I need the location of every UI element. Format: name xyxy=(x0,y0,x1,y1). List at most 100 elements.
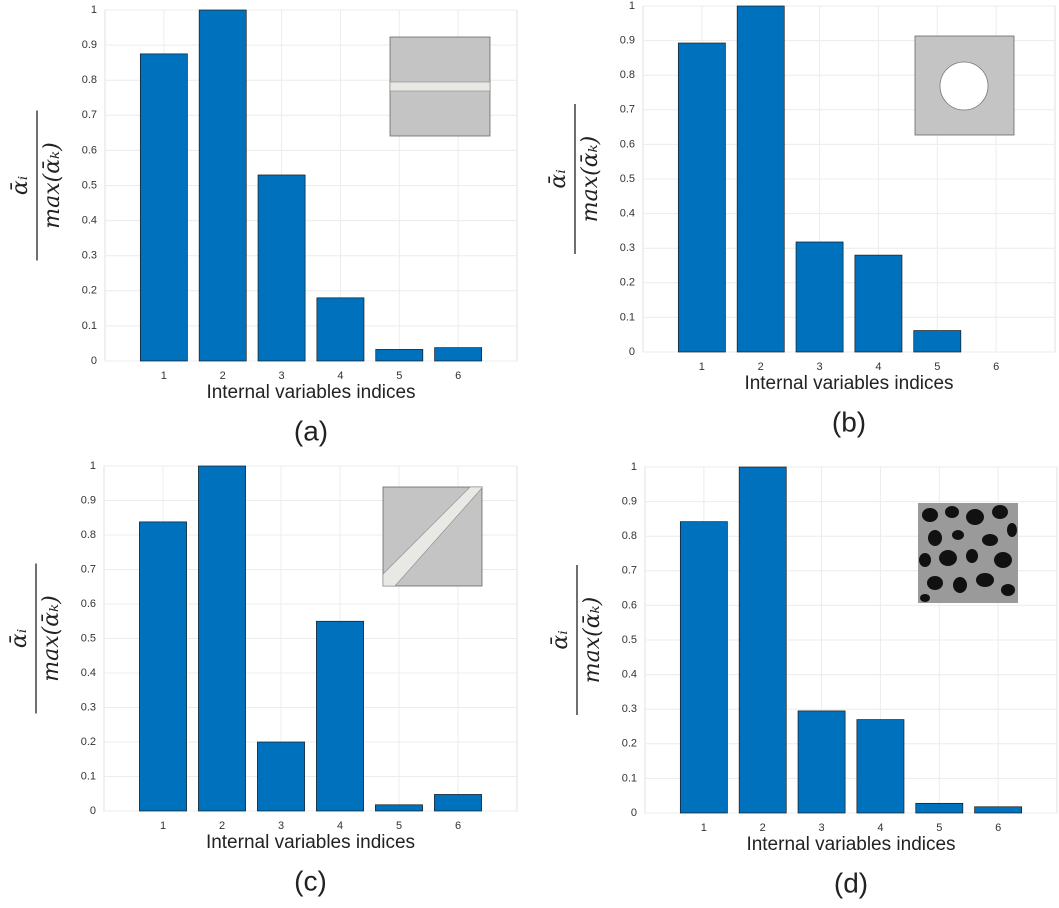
bar xyxy=(139,53,188,362)
y-tick-label: 0.9 xyxy=(81,494,96,506)
y-tick-label: 0.6 xyxy=(622,599,637,611)
inset-d xyxy=(918,503,1018,603)
x-tick-label: 3 xyxy=(819,822,825,834)
y-tick-label: 0.4 xyxy=(82,215,97,227)
y-tick-label: 0.3 xyxy=(620,242,635,254)
bar xyxy=(139,521,187,812)
y-tick-label: 0.9 xyxy=(622,496,637,508)
y-tick-label: 0.9 xyxy=(82,39,97,51)
x-tick-label: 5 xyxy=(936,822,942,834)
y-tick-label: 0.6 xyxy=(82,144,97,156)
y-tick-label: 0.2 xyxy=(620,277,635,289)
inset-a xyxy=(389,36,491,137)
caption: (b) xyxy=(832,406,866,437)
y-tick-label: 0 xyxy=(629,346,635,358)
inset-b xyxy=(914,35,1015,136)
x-tick-label: 3 xyxy=(279,370,285,382)
inset-c xyxy=(382,486,483,587)
bar xyxy=(677,42,726,353)
y-axis-label-numerator: ᾱᵢ xyxy=(7,629,32,648)
x-tick-label: 1 xyxy=(701,822,707,834)
y-axis-label-denominator: max(ᾱₖ) xyxy=(39,595,64,681)
x-tick-label: 5 xyxy=(934,361,940,373)
x-tick-label: 2 xyxy=(758,361,764,373)
x-tick-label: 5 xyxy=(396,820,402,832)
y-tick-label: 0.6 xyxy=(620,138,635,150)
y-tick-label: 0 xyxy=(90,805,96,817)
y-tick-label: 0 xyxy=(91,355,97,367)
y-tick-label: 0.4 xyxy=(622,669,637,681)
y-tick-label: 0.7 xyxy=(82,109,97,121)
x-tick-label: 1 xyxy=(160,820,166,832)
y-tick-label: 0.9 xyxy=(620,35,635,47)
bar xyxy=(913,330,962,353)
y-axis-label-denominator: max(ᾱₖ) xyxy=(40,142,65,228)
x-tick-label: 1 xyxy=(161,370,167,382)
y-tick-label: 0.3 xyxy=(81,701,96,713)
y-tick-label: 0.4 xyxy=(81,667,96,679)
y-tick-label: 1 xyxy=(90,460,96,472)
y-tick-label: 0.6 xyxy=(81,598,96,610)
bar xyxy=(974,806,1023,814)
bar xyxy=(198,465,246,812)
y-tick-label: 0.3 xyxy=(622,703,637,715)
y-tick-label: 1 xyxy=(629,0,635,12)
x-axis-label: Internal variables indices xyxy=(206,382,415,403)
x-axis-label: Internal variables indices xyxy=(746,834,955,855)
x-tick-label: 2 xyxy=(760,822,766,834)
x-tick-label: 2 xyxy=(219,820,225,832)
y-tick-label: 0.3 xyxy=(82,250,97,262)
bar xyxy=(856,719,905,814)
y-axis-label-denominator: max(ᾱₖ) xyxy=(580,597,605,683)
y-axis-label-numerator: ᾱᵢ xyxy=(548,630,573,649)
bar xyxy=(854,254,903,353)
y-tick-label: 0.1 xyxy=(620,311,635,323)
bar xyxy=(797,710,846,814)
bar xyxy=(257,741,305,812)
x-tick-label: 6 xyxy=(455,370,461,382)
y-tick-label: 0.5 xyxy=(620,173,635,185)
x-axis-label: Internal variables indices xyxy=(206,832,415,853)
bar xyxy=(316,620,364,812)
bar xyxy=(198,9,247,362)
x-tick-label: 3 xyxy=(817,361,823,373)
y-tick-label: 0.1 xyxy=(622,772,637,784)
bar xyxy=(795,241,844,353)
bar xyxy=(679,521,728,814)
x-tick-label: 1 xyxy=(699,361,705,373)
y-tick-label: 0.7 xyxy=(81,563,96,575)
caption: (c) xyxy=(294,865,327,896)
y-axis-label-numerator: ᾱᵢ xyxy=(8,176,33,195)
bar xyxy=(257,174,306,362)
x-tick-label: 4 xyxy=(875,361,881,373)
y-tick-label: 0.1 xyxy=(82,320,97,332)
y-tick-label: 0.8 xyxy=(620,69,635,81)
y-tick-label: 0.4 xyxy=(620,208,635,220)
insets xyxy=(382,35,1018,603)
y-tick-label: 1 xyxy=(91,4,97,16)
x-tick-label: 6 xyxy=(455,820,461,832)
x-tick-label: 5 xyxy=(396,370,402,382)
x-tick-label: 6 xyxy=(995,822,1001,834)
y-tick-label: 0.7 xyxy=(622,565,637,577)
y-tick-label: 0.8 xyxy=(82,74,97,86)
x-tick-label: 3 xyxy=(278,820,284,832)
x-tick-label: 6 xyxy=(993,361,999,373)
bar xyxy=(316,297,365,362)
bar xyxy=(434,347,483,362)
y-tick-label: 0 xyxy=(631,807,637,819)
y-tick-label: 0.7 xyxy=(620,104,635,116)
y-tick-label: 0.5 xyxy=(81,632,96,644)
bar xyxy=(738,466,787,814)
bar xyxy=(915,802,964,814)
x-tick-label: 2 xyxy=(220,370,226,382)
bar xyxy=(375,804,423,812)
bar xyxy=(434,794,482,812)
y-tick-label: 0.2 xyxy=(81,736,96,748)
caption: (a) xyxy=(294,415,328,446)
y-tick-label: 0.5 xyxy=(622,634,637,646)
y-tick-label: 0.1 xyxy=(81,770,96,782)
caption: (d) xyxy=(834,867,868,898)
y-tick-label: 0.2 xyxy=(82,285,97,297)
